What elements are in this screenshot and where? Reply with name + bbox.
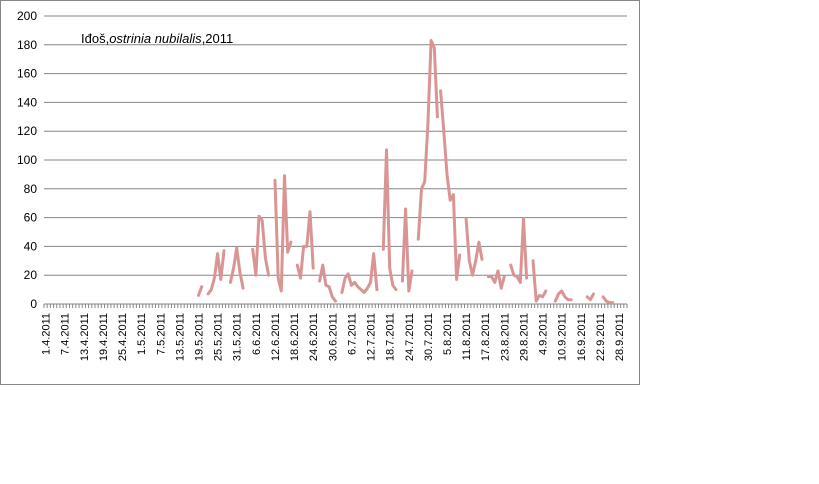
x-tick-label: 30.7.2011	[423, 313, 435, 361]
y-tick-label: 80	[24, 182, 38, 196]
series-line-segment	[318, 263, 337, 303]
series-line-segment	[509, 217, 529, 284]
x-tick-label: 24.7.2011	[404, 313, 416, 361]
x-tick-label: 23.8.2011	[499, 313, 511, 361]
series-line-segment	[531, 259, 548, 303]
x-tick-label: 1.5.2011	[136, 313, 148, 355]
x-tick-label: 29.8.2011	[518, 313, 530, 361]
x-tick-label: 17.8.2011	[480, 313, 492, 361]
series-line-segment	[273, 174, 293, 293]
y-tick-label: 100	[17, 153, 37, 167]
gridlines	[44, 15, 627, 305]
y-tick-label: 40	[24, 239, 38, 253]
x-tick-label: 7.5.2011	[155, 313, 167, 355]
x-tick-label: 25.5.2011	[213, 313, 225, 361]
series-line-segment	[251, 214, 271, 277]
chart-area	[0, 0, 640, 385]
x-tick-label: 12.6.2011	[270, 313, 282, 361]
title-location: Iđoš,	[81, 31, 109, 46]
series-line-segment	[381, 148, 398, 292]
series-line-segment	[439, 89, 462, 281]
x-tick-label: 22.9.2011	[595, 313, 607, 361]
chart-title: Iđoš,ostrinia nubilalis,2011	[81, 31, 233, 46]
y-tick-label: 180	[17, 38, 37, 52]
x-tick-label: 10.9.2011	[557, 313, 569, 361]
series-line-segment	[228, 246, 245, 290]
x-tick-label: 6.6.2011	[251, 313, 263, 355]
series-line-segment	[464, 217, 484, 277]
y-tick-label: 0	[30, 297, 37, 311]
series-line-segment	[585, 292, 595, 302]
x-tick-label: 16.9.2011	[576, 313, 588, 361]
series-line-segment	[340, 252, 379, 294]
data-series	[197, 39, 615, 305]
y-tick-label: 20	[24, 268, 38, 282]
x-tick-label: 18.7.2011	[385, 313, 397, 361]
x-tick-label: 18.6.2011	[289, 313, 301, 361]
y-tick-label: 200	[17, 9, 37, 23]
x-tick-label: 25.4.2011	[117, 313, 129, 361]
x-tick-label: 11.8.2011	[461, 313, 473, 360]
title-year: ,2011	[202, 31, 234, 46]
series-line-segment	[206, 249, 226, 296]
x-tick-label: 1.4.2011	[41, 313, 53, 355]
x-tick-label: 19.5.2011	[194, 313, 206, 361]
y-tick-label: 140	[17, 95, 37, 109]
series-line-segment	[553, 289, 573, 303]
series-line-segment	[400, 207, 414, 293]
x-tick-label: 19.4.2011	[98, 313, 110, 361]
x-tick-label: 4.9.2011	[538, 313, 550, 355]
x-tick-label: 13.5.2011	[174, 313, 186, 361]
x-tick-label: 5.8.2011	[442, 313, 454, 355]
series-line-segment	[295, 210, 315, 280]
y-tick-label: 120	[17, 124, 37, 138]
title-species: ostrinia nubilalis	[109, 31, 202, 46]
x-tick-label: 24.6.2011	[308, 313, 320, 361]
x-axis: 1.4.2011 7.4.2011 13.4.2011 19.4.2011 25.4.2…	[41, 304, 628, 361]
series-line-segment	[416, 39, 439, 241]
x-tick-label: 6.7.2011	[346, 313, 358, 355]
x-tick-label: 31.5.2011	[232, 313, 244, 361]
x-tick-label: 12.7.2011	[366, 313, 378, 361]
series-line-segment	[601, 295, 615, 305]
x-tick-label: 30.6.2011	[327, 313, 339, 361]
x-tick-label: 28.9.2011	[614, 313, 626, 361]
y-axis: 0 20 40 60 80 100 120 140 160 180 200	[17, 9, 37, 311]
x-tick-label: 7.4.2011	[60, 313, 72, 355]
series-line-segment	[486, 269, 506, 290]
y-tick-label: 60	[24, 211, 38, 225]
series-line-segment	[197, 285, 204, 297]
x-tick-label: 13.4.2011	[79, 313, 91, 361]
y-tick-label: 160	[17, 67, 37, 81]
